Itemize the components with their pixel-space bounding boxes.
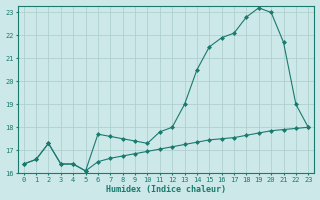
X-axis label: Humidex (Indice chaleur): Humidex (Indice chaleur) — [106, 185, 226, 194]
